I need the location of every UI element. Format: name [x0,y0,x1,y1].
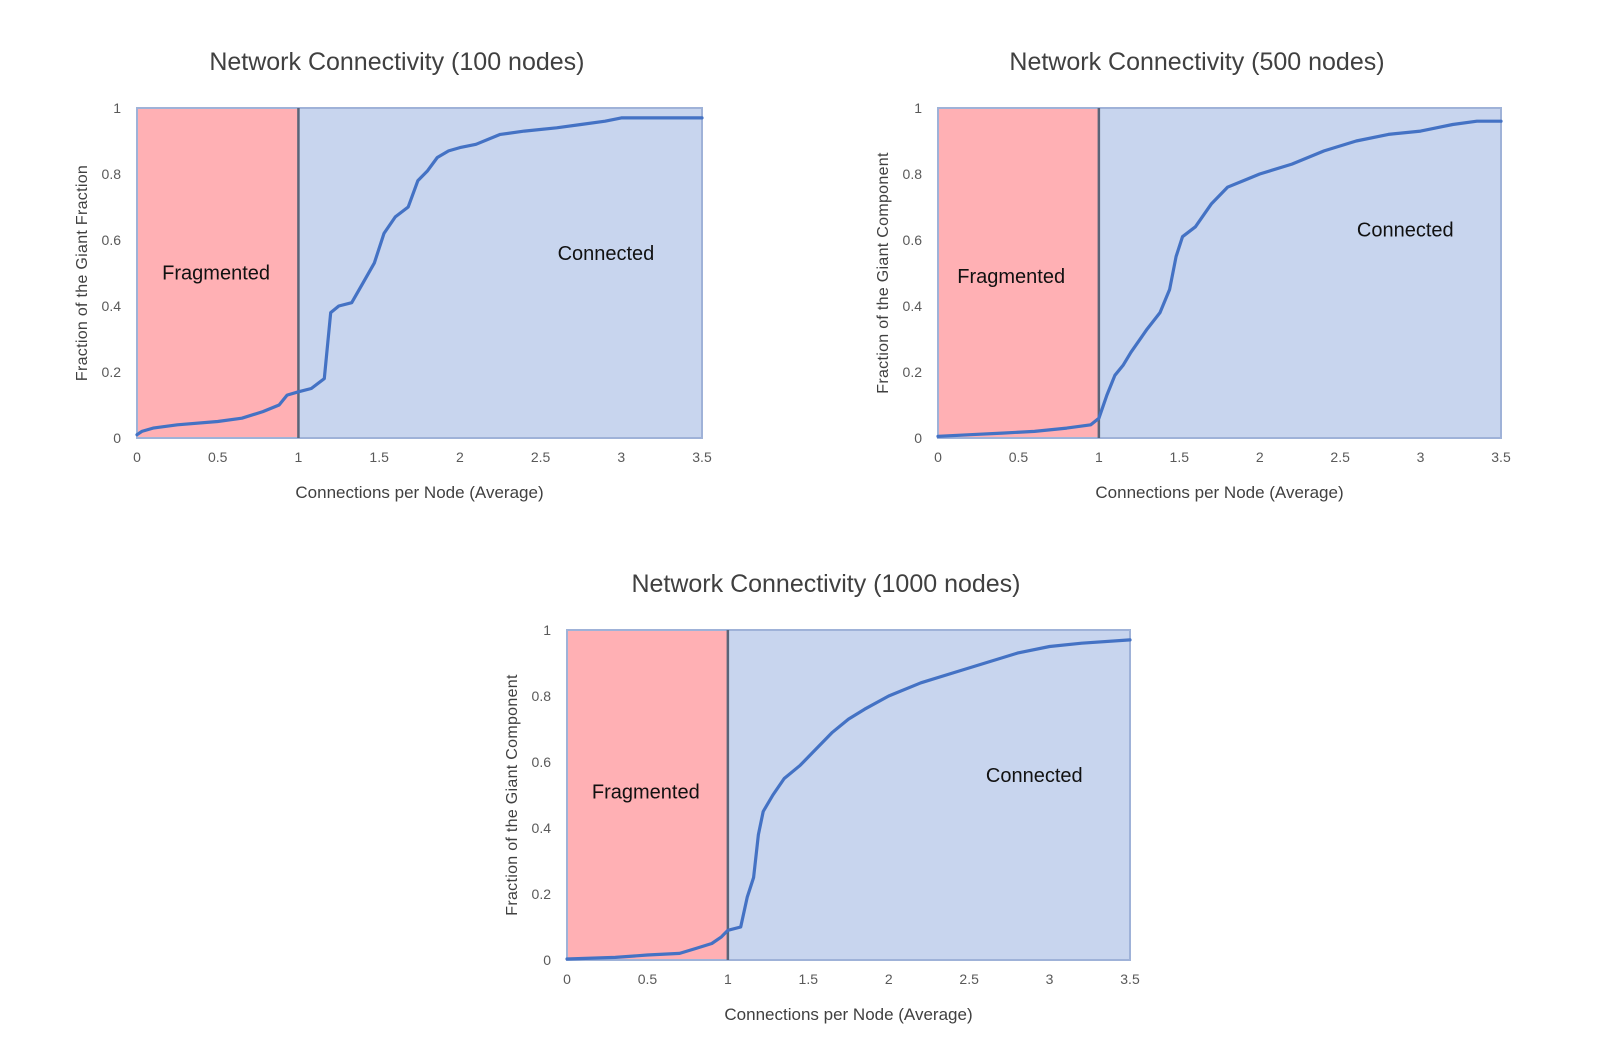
x-tick-label: 0 [934,449,942,465]
chart-1: Fragmented Connected 0 0.5 1 1.5 2 2.5 3 3.5 0 0.2 0… [74,48,712,502]
y-tick-label: 0 [113,430,121,446]
x-tick-label: 1 [724,971,732,987]
y-tick-label: 0.4 [903,298,923,314]
region-fragmented [137,108,299,438]
x-tick-label: 2 [456,449,464,465]
y-tick-label: 0.6 [532,754,552,770]
y-tick-label: 1 [914,100,922,116]
x-tick-label: 3 [617,449,625,465]
y-tick-label: 0.8 [903,166,923,182]
series-line [936,119,1503,438]
x-tick-label: 3 [1417,449,1425,465]
region-fragmented [938,108,1099,438]
y-tick-label: 0.8 [102,166,122,182]
chart-2: Fragmented Connected 0 0.5 1 1.5 2 2.5 3 3.5 0 0.2 0… [875,48,1511,502]
y-axis-label: Fraction of the Giant Component [875,152,892,394]
region-label-connected: Connected [558,243,655,265]
y-tick-label: 0.2 [532,886,552,902]
series-line [565,638,1132,961]
x-tick-label: 3.5 [692,449,712,465]
x-axis-label: Connections per Node (Average) [1095,483,1343,502]
y-tick-label: 0 [543,952,551,968]
y-axis-label: Fraction of the Giant Fraction [74,165,91,381]
region-label-fragmented: Fragmented [162,263,270,285]
series-line [135,116,704,437]
x-axis-label: Connections per Node (Average) [724,1005,972,1024]
region-connected [727,630,1130,960]
x-tick-label: 1.5 [369,449,389,465]
y-tick-label: 0.4 [102,298,122,314]
x-tick-label: 1 [295,449,303,465]
y-tick-label: 0.2 [903,364,923,380]
y-tick-label: 0 [914,430,922,446]
y-tick-label: 0.6 [903,232,923,248]
chart-title: Network Connectivity (500 nodes) [1009,48,1384,76]
y-tick-label: 0.6 [102,232,122,248]
x-tick-label: 0.5 [208,449,228,465]
x-tick-label: 2 [1256,449,1264,465]
region-label-connected: Connected [1357,220,1454,242]
y-tick-label: 0.2 [102,364,122,380]
plot-border [566,629,1131,961]
plot-border [937,107,1502,439]
chart-title: Network Connectivity (100 nodes) [209,48,584,76]
x-tick-label: 3 [1046,971,1054,987]
y-tick-label: 0.8 [532,688,552,704]
region-fragmented [567,630,728,960]
y-tick-label: 1 [113,100,121,116]
x-tick-label: 0 [133,449,141,465]
y-axis-label: Fraction of the Giant Component [504,674,521,916]
x-tick-label: 2.5 [531,449,551,465]
x-tick-label: 1.5 [799,971,819,987]
x-tick-label: 3.5 [1491,449,1511,465]
region-connected [1098,108,1501,438]
y-tick-label: 1 [543,622,551,638]
x-tick-label: 1.5 [1170,449,1190,465]
chart-3: Fragmented Connected 0 0.5 1 1.5 2 2.5 3 3.5 0 0.2 0… [504,570,1140,1024]
chart-title: Network Connectivity (1000 nodes) [631,570,1020,598]
x-axis-label: Connections per Node (Average) [295,483,543,502]
region-label-fragmented: Fragmented [957,266,1065,288]
x-tick-label: 3.5 [1120,971,1140,987]
x-tick-label: 0 [563,971,571,987]
x-tick-label: 1 [1095,449,1103,465]
region-label-connected: Connected [986,765,1083,787]
x-tick-label: 2 [885,971,893,987]
x-tick-label: 0.5 [1009,449,1029,465]
x-tick-label: 2.5 [1330,449,1350,465]
plot-border [136,107,703,439]
x-tick-label: 2.5 [959,971,979,987]
x-tick-label: 0.5 [638,971,658,987]
region-connected [298,108,702,438]
region-label-fragmented: Fragmented [592,781,700,803]
y-tick-label: 0.4 [532,820,552,836]
